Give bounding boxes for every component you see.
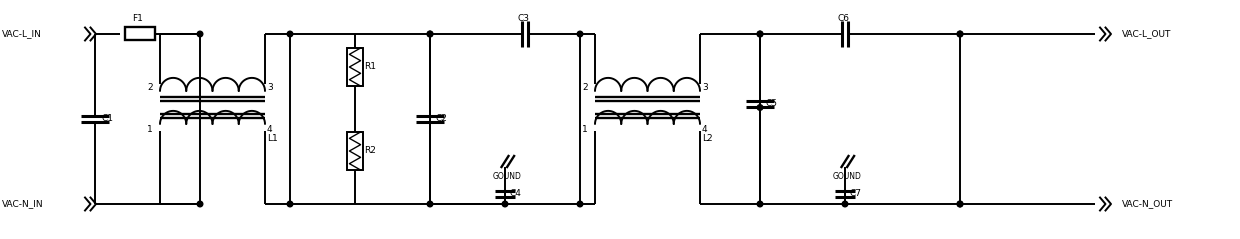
Text: GOUND: GOUND bbox=[833, 173, 862, 181]
Circle shape bbox=[288, 201, 293, 207]
Text: VAC-N_IN: VAC-N_IN bbox=[2, 200, 43, 208]
Circle shape bbox=[758, 31, 763, 37]
Circle shape bbox=[758, 105, 763, 110]
Text: 4: 4 bbox=[702, 125, 708, 135]
Text: 2: 2 bbox=[148, 83, 153, 92]
Circle shape bbox=[758, 201, 763, 207]
Circle shape bbox=[428, 31, 433, 37]
Text: 1: 1 bbox=[582, 125, 588, 135]
Bar bbox=[347, 48, 363, 86]
Text: 1: 1 bbox=[148, 125, 153, 135]
Circle shape bbox=[758, 31, 763, 37]
Circle shape bbox=[957, 201, 962, 207]
Bar bbox=[347, 132, 363, 170]
Circle shape bbox=[957, 201, 962, 207]
Text: 2: 2 bbox=[582, 83, 588, 92]
Circle shape bbox=[288, 31, 293, 37]
Text: C6: C6 bbox=[837, 15, 849, 23]
Text: GOUND: GOUND bbox=[494, 173, 522, 181]
Text: R2: R2 bbox=[365, 147, 376, 156]
Text: 3: 3 bbox=[267, 83, 273, 92]
Text: VAC-L_IN: VAC-L_IN bbox=[2, 29, 42, 38]
Circle shape bbox=[428, 201, 433, 207]
Circle shape bbox=[842, 201, 848, 207]
Text: C7: C7 bbox=[849, 190, 862, 199]
Text: C5: C5 bbox=[765, 99, 777, 109]
Text: L1: L1 bbox=[267, 135, 278, 143]
Text: C4: C4 bbox=[510, 190, 522, 199]
Circle shape bbox=[428, 31, 433, 37]
Text: VAC-N_OUT: VAC-N_OUT bbox=[1122, 200, 1173, 208]
Circle shape bbox=[577, 201, 583, 207]
Circle shape bbox=[577, 31, 583, 37]
Text: F1: F1 bbox=[131, 14, 143, 23]
Circle shape bbox=[197, 31, 203, 37]
Text: C3: C3 bbox=[517, 15, 529, 23]
Text: C2: C2 bbox=[435, 114, 446, 124]
Text: L2: L2 bbox=[702, 135, 713, 143]
Text: R1: R1 bbox=[365, 63, 376, 71]
Circle shape bbox=[502, 201, 508, 207]
Bar bbox=[125, 27, 155, 40]
Circle shape bbox=[957, 31, 962, 37]
Text: 3: 3 bbox=[702, 83, 708, 92]
Circle shape bbox=[957, 31, 962, 37]
Text: VAC-L_OUT: VAC-L_OUT bbox=[1122, 29, 1172, 38]
Circle shape bbox=[197, 201, 203, 207]
Text: 4: 4 bbox=[267, 125, 273, 135]
Text: C1: C1 bbox=[100, 114, 113, 124]
